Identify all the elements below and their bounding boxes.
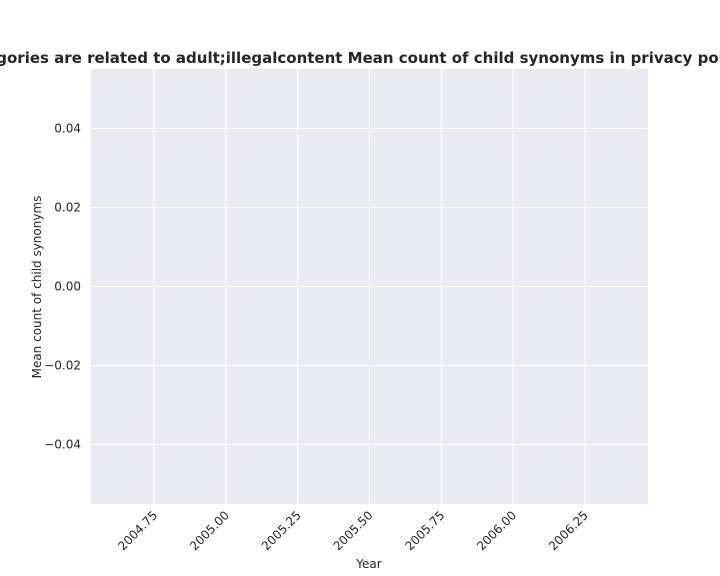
y-axis-label: Mean count of child synonyms (30, 196, 44, 379)
y-tick-label: 0.02 (54, 200, 81, 214)
x-tick-label: 2005.00 (187, 508, 232, 553)
x-tick-label: 2006.00 (474, 508, 519, 553)
y-tick-label: 0.04 (54, 121, 81, 135)
y-tick-label: −0.04 (44, 438, 81, 452)
x-tick-labels: 2004.75 2005.00 2005.25 2005.50 2005.75 2006.… (115, 508, 591, 553)
x-axis-label: Year (355, 557, 381, 571)
x-tick-label: 2005.75 (402, 508, 447, 553)
y-gridlines (91, 127, 648, 446)
chart-title: categories are related to adult;illegalc… (0, 49, 720, 67)
y-tick-label: 0.00 (54, 280, 81, 294)
x-tick-label: 2005.25 (259, 508, 304, 553)
x-tick-label: 2005.50 (331, 508, 376, 553)
x-tick-label: 2006.25 (546, 508, 591, 553)
y-tick-labels: −0.04 −0.02 0.00 0.02 0.04 (44, 121, 81, 451)
x-tick-label: 2004.75 (115, 508, 160, 553)
y-tick-label: −0.02 (44, 359, 81, 373)
